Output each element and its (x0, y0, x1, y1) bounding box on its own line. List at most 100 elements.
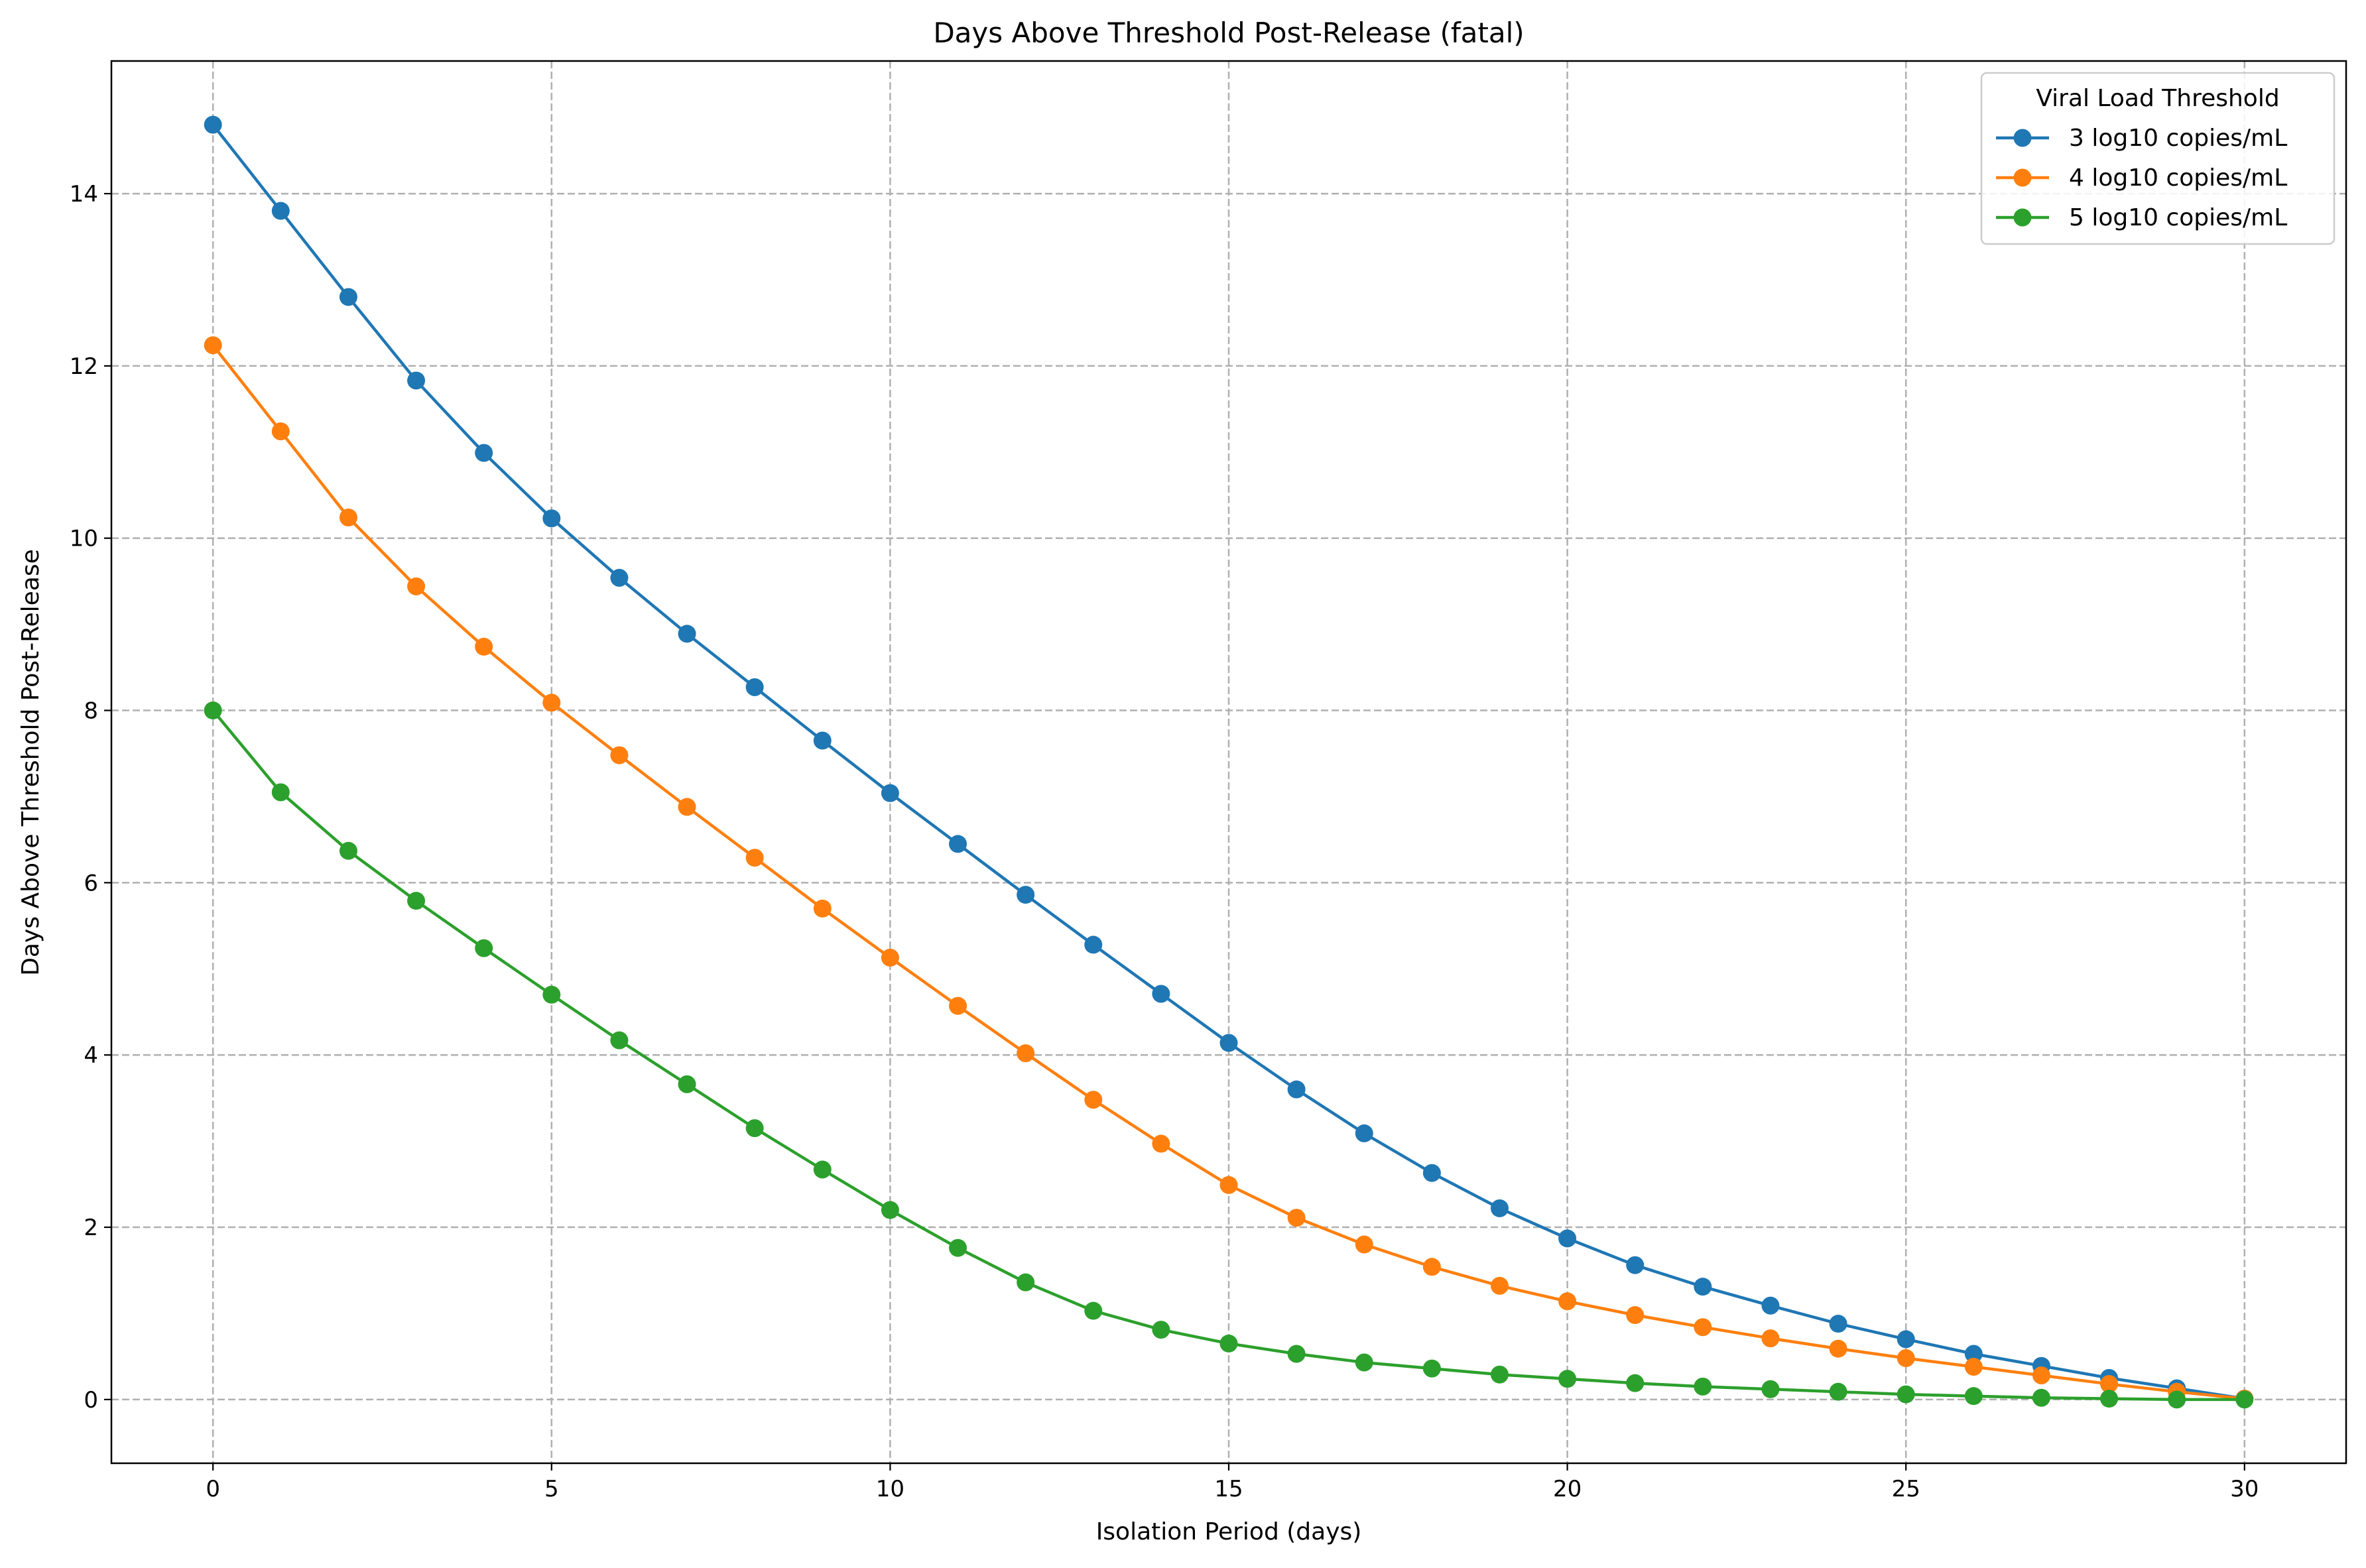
legend-swatch-marker (2013, 168, 2032, 187)
data-point (1017, 1273, 1035, 1292)
data-point (1694, 1278, 1712, 1296)
data-point (949, 996, 967, 1015)
legend-title: Viral Load Threshold (2036, 85, 2279, 112)
chart-title: Days Above Threshold Post-Release (fatal… (933, 17, 1524, 49)
data-point (1152, 1134, 1170, 1153)
data-point (1422, 1359, 1441, 1378)
x-axis-label: Isolation Period (days) (1096, 1518, 1362, 1545)
data-point (1287, 1345, 1306, 1363)
legend-label: 5 log10 copies/mL (2069, 204, 2287, 231)
series-1 (204, 115, 2254, 1408)
y-tick-label: 6 (84, 870, 98, 896)
series-3 (204, 701, 2254, 1409)
y-axis-label: Days Above Threshold Post-Release (17, 549, 44, 976)
data-point (2168, 1390, 2186, 1409)
y-tick-label: 12 (70, 353, 98, 380)
data-point (1355, 1353, 1373, 1372)
data-point (813, 731, 832, 750)
y-tick-label: 4 (84, 1042, 98, 1069)
data-point (1422, 1258, 1441, 1276)
y-tick-label: 2 (84, 1215, 98, 1241)
x-tick-label: 15 (1214, 1476, 1243, 1502)
data-point (1152, 985, 1170, 1003)
data-point (745, 849, 764, 867)
data-point (1897, 1385, 1915, 1404)
data-point (678, 798, 696, 816)
data-point (1219, 1334, 1238, 1353)
y-tick-label: 0 (84, 1387, 98, 1414)
data-point (949, 835, 967, 853)
data-point (1829, 1382, 1847, 1401)
legend-item: 3 log10 copies/mL (1996, 125, 2287, 152)
legend-items: 3 log10 copies/mL 4 log10 copies/mL 5 log1… (1996, 125, 2287, 231)
legend-label: 4 log10 copies/mL (2069, 164, 2287, 192)
data-point (2100, 1374, 2119, 1393)
data-point (1626, 1374, 1645, 1392)
x-tick-label: 20 (1553, 1476, 1582, 1502)
data-point (475, 939, 493, 957)
data-point (1829, 1339, 1847, 1358)
data-point (1558, 1370, 1577, 1388)
data-point (881, 948, 899, 967)
legend-box (1980, 72, 2335, 245)
data-point (339, 841, 357, 860)
data-point (1761, 1296, 1780, 1315)
data-point (407, 577, 426, 595)
data-point (813, 1160, 832, 1179)
data-point (1897, 1330, 1915, 1349)
data-point (881, 784, 899, 802)
x-tick-label: 30 (2230, 1476, 2259, 1502)
data-point (1829, 1315, 1847, 1333)
y-tick-label: 14 (70, 181, 98, 208)
data-point (339, 288, 357, 306)
data-point (271, 783, 290, 802)
data-point (204, 115, 222, 134)
data-point (271, 202, 290, 220)
x-tick-label: 0 (206, 1476, 220, 1502)
data-point (542, 985, 561, 1004)
data-point (813, 899, 832, 918)
data-point (1694, 1318, 1712, 1337)
data-point (2235, 1390, 2254, 1409)
data-point (1964, 1387, 1983, 1406)
data-point (1761, 1329, 1780, 1348)
data-point (339, 509, 357, 527)
data-point (407, 892, 426, 910)
data-point (1422, 1164, 1441, 1182)
data-point (745, 1119, 764, 1138)
data-point (1219, 1034, 1238, 1052)
grid (111, 61, 2346, 1463)
legend-item: 5 log10 copies/mL (1996, 204, 2287, 231)
data-point (881, 1201, 899, 1219)
y-tick-label: 10 (70, 526, 98, 552)
data-point (1694, 1377, 1712, 1396)
data-point (1084, 1301, 1103, 1320)
x-tick-label: 10 (876, 1476, 904, 1502)
data-point (1490, 1276, 1509, 1295)
data-point (2032, 1388, 2050, 1407)
data-point (1964, 1345, 1983, 1363)
legend-item: 4 log10 copies/mL (1996, 164, 2287, 192)
data-point (610, 1031, 629, 1050)
data-point (2032, 1366, 2050, 1384)
data-point (1084, 935, 1103, 954)
data-point (1761, 1380, 1780, 1398)
data-point (271, 422, 290, 441)
plot-area (204, 115, 2254, 1409)
data-point (1084, 1091, 1103, 1109)
data-point (1964, 1357, 1983, 1376)
data-point (1558, 1229, 1577, 1248)
data-point (1626, 1256, 1645, 1274)
data-point (204, 336, 222, 355)
data-point (678, 1075, 696, 1093)
data-point (1490, 1365, 1509, 1384)
legend-swatch-marker (2013, 129, 2032, 147)
data-point (1017, 886, 1035, 904)
data-point (745, 678, 764, 696)
data-point (1355, 1235, 1373, 1254)
data-point (610, 746, 629, 764)
x-tick-label: 25 (1892, 1476, 1920, 1502)
axis-ticks: 0 5 10 15 20 25 30 0 2 4 6 8 10 12 14 (70, 181, 2259, 1502)
y-tick-label: 8 (84, 698, 98, 725)
data-point (1490, 1199, 1509, 1217)
